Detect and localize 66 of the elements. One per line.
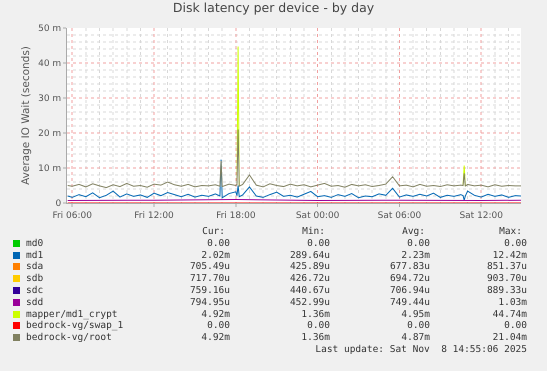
text: 289.64u	[290, 250, 330, 262]
x-tick-label: Fri 12:00	[134, 210, 174, 221]
text: 1.03m	[498, 296, 527, 309]
text: 705.49u	[190, 261, 230, 274]
text: 4.92m	[201, 308, 230, 321]
y-tick-label: 40 m	[38, 59, 62, 70]
text: 12.42m	[492, 250, 527, 262]
text: 452.99u	[290, 296, 330, 309]
text: 0.00	[207, 320, 230, 332]
text: Avg:	[402, 226, 425, 238]
legend-label: bedrock-vg/swap_1	[26, 320, 124, 332]
text: 4.87m	[401, 332, 430, 344]
text: 749.44u	[390, 296, 430, 309]
text: 440.67u	[290, 285, 330, 297]
y-tick-label: 0	[55, 199, 62, 210]
text: 677.83u	[390, 261, 430, 274]
text: Max:	[499, 226, 522, 238]
x-tick-label: Sat 06:00	[378, 210, 422, 221]
text: Cur:	[202, 226, 225, 238]
y-axis-title: Average IO Wait (seconds)	[20, 46, 32, 185]
text: 1.36m	[301, 308, 330, 321]
text: Min:	[302, 226, 325, 238]
text: 425.89u	[290, 261, 330, 274]
text: 0.00	[207, 238, 230, 250]
y-tick-label: 20 m	[38, 129, 62, 140]
chart-title: Disk latency per device - by day	[172, 0, 375, 16]
legend-label: bedrock-vg/root	[26, 332, 112, 344]
text: 0.00	[504, 238, 527, 250]
text: 0.00	[407, 320, 430, 332]
line-series	[67, 129, 521, 188]
text: 851.37u	[486, 261, 527, 274]
legend-label: mapper/md1_crypt	[26, 308, 118, 320]
legend-label: sda	[26, 261, 44, 274]
text: 2.23m	[401, 250, 430, 262]
text: 4.95m	[401, 308, 430, 321]
y-tick-label: 30 m	[38, 94, 62, 104]
x-tick-label: Fri 06:00	[52, 210, 92, 221]
text: 759.16u	[190, 285, 230, 297]
legend-label: md1	[26, 250, 44, 262]
text: 0.00	[307, 320, 330, 332]
text: 717.70u	[190, 273, 230, 286]
text: 889.33u	[486, 285, 527, 297]
line-series	[67, 159, 521, 201]
legend-label: sdc	[26, 285, 44, 297]
x-tick-label: Fri 18:00	[216, 210, 256, 221]
text: 426.72u	[290, 273, 330, 286]
text: 2.02m	[201, 250, 230, 262]
text: Last update: Sat Nov 8 14:55:06 2025	[315, 344, 527, 356]
text: 21.04m	[492, 332, 527, 344]
legend-label: sdb	[26, 273, 44, 286]
x-tick-label: Sat 00:00	[296, 210, 340, 221]
y-tick-label: 50 m	[38, 24, 62, 34]
text: 794.95u	[190, 296, 230, 309]
legend-label: sdd	[26, 296, 44, 309]
legend-label: md0	[26, 238, 44, 250]
text: 903.70u	[486, 273, 527, 286]
text: 4.92m	[201, 332, 230, 344]
text: 44.74m	[492, 308, 527, 321]
text: 0.00	[504, 320, 527, 332]
text: 0.00	[407, 238, 430, 250]
text: 706.94u	[390, 285, 430, 297]
y-tick-label: 10 m	[38, 164, 62, 174]
text: 1.36m	[301, 332, 330, 344]
text: 0.00	[307, 238, 330, 250]
x-tick-label: Sat 12:00	[459, 210, 504, 221]
text: 694.72u	[390, 273, 430, 286]
